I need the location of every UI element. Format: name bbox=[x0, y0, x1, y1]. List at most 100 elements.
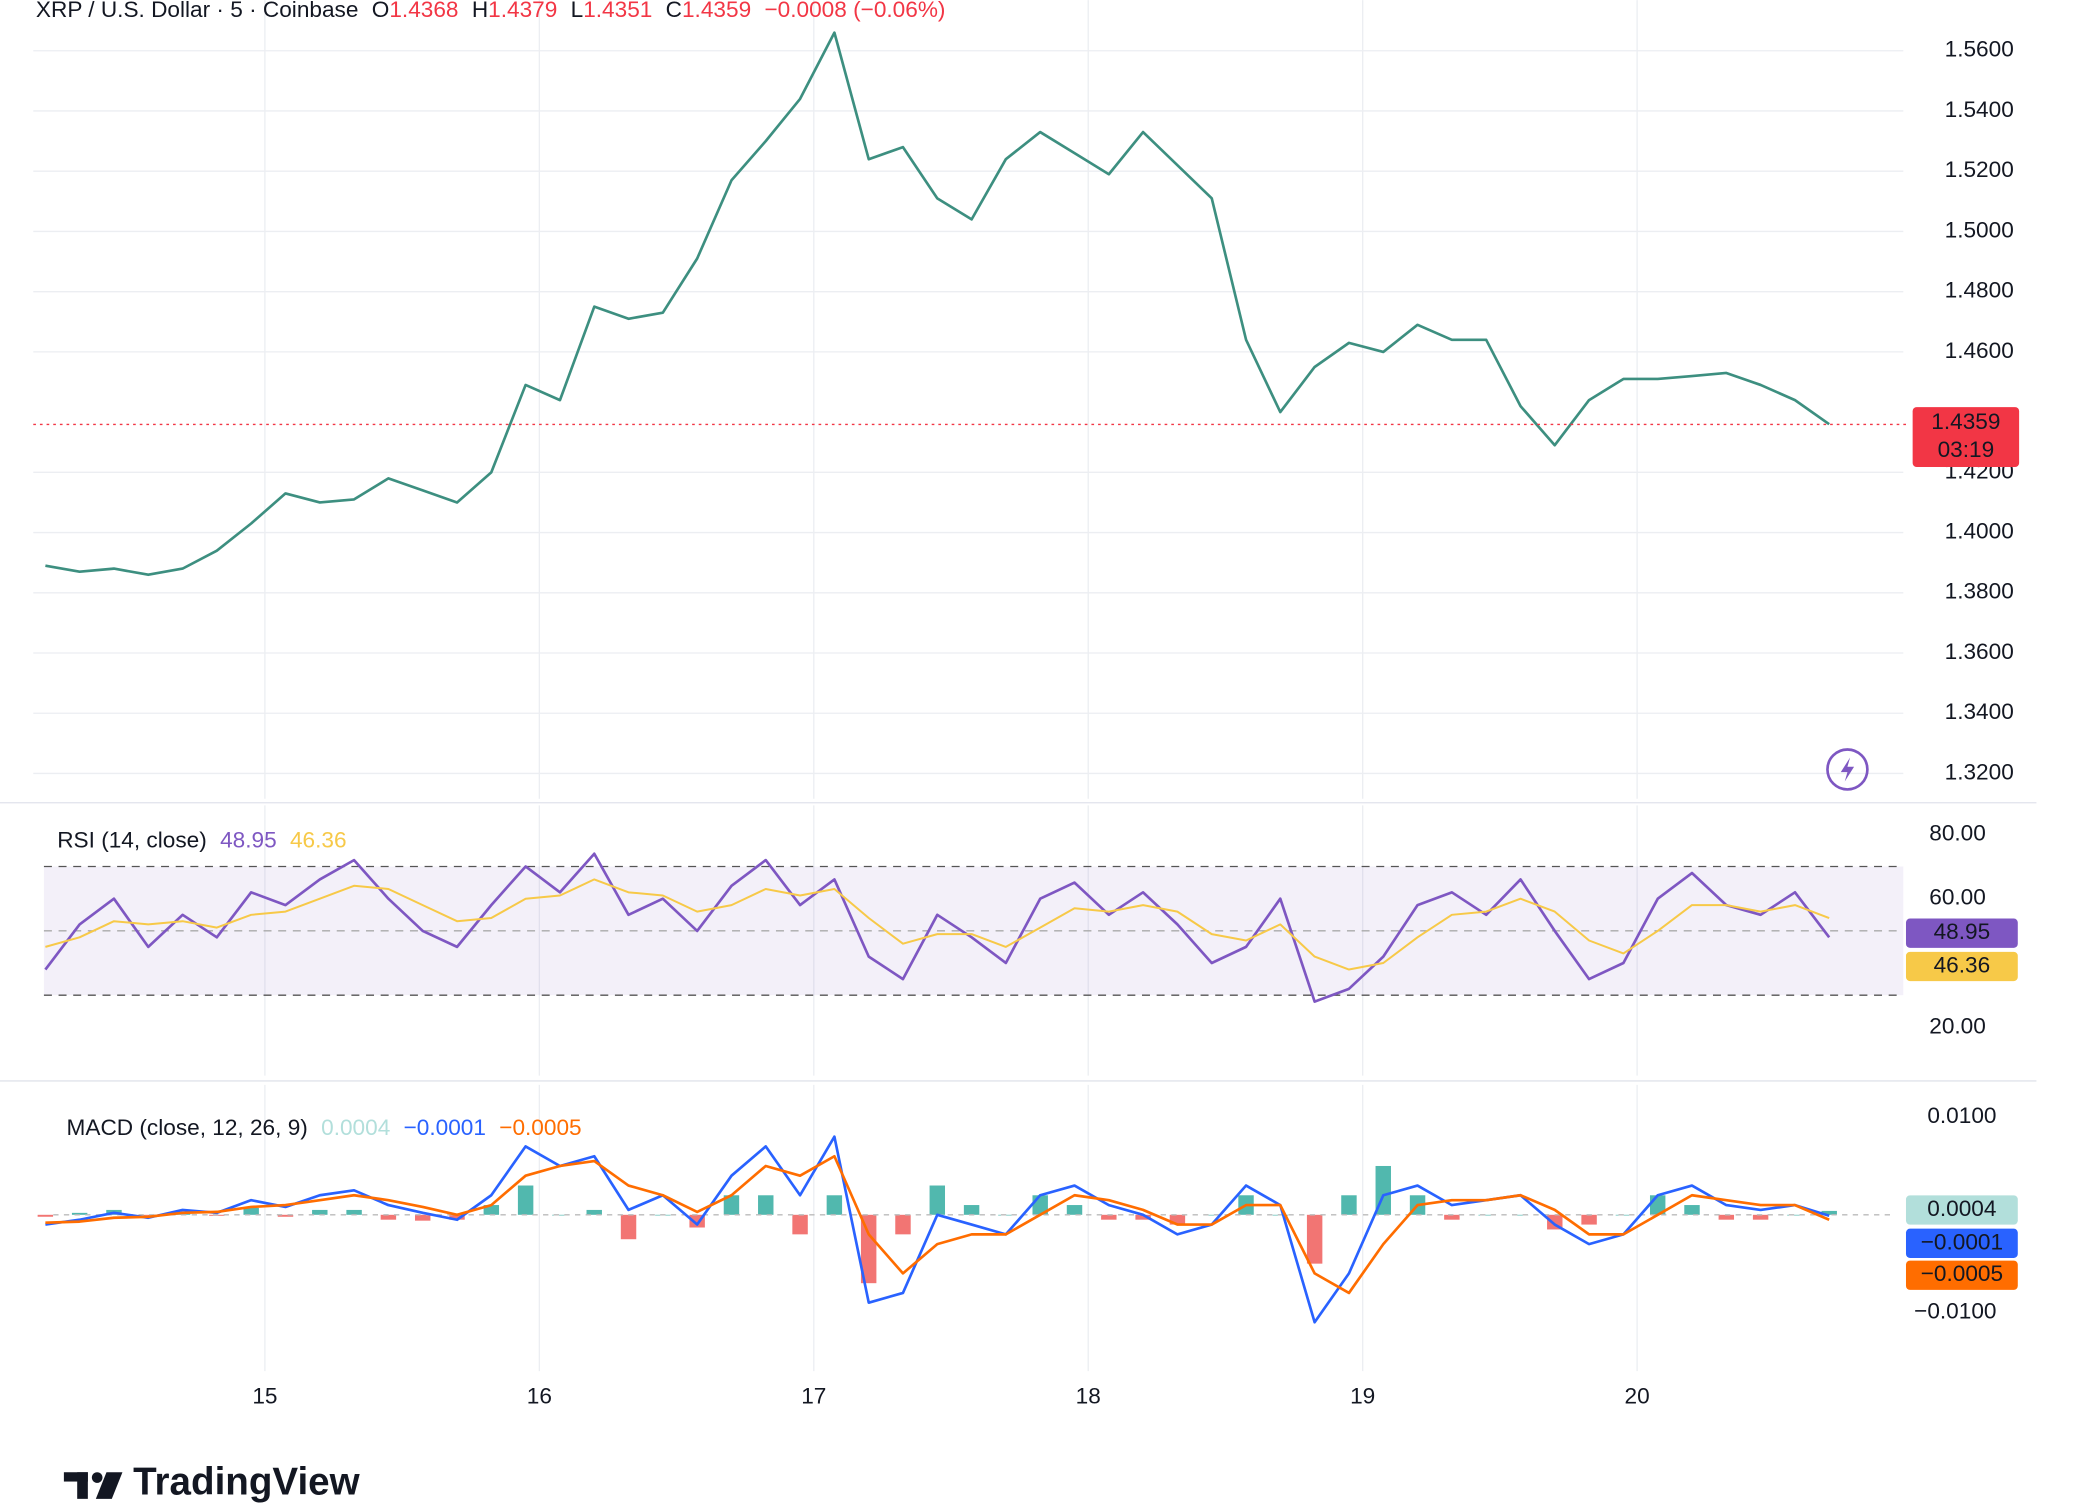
histogram-bar bbox=[929, 1185, 946, 1215]
histogram-bar bbox=[586, 1209, 602, 1215]
histogram-bar bbox=[860, 1214, 877, 1284]
histogram-bar bbox=[483, 1205, 500, 1215]
histogram-bar bbox=[895, 1214, 911, 1235]
ohlc-value: 1.4351 bbox=[583, 0, 652, 22]
y-tick-label: 20.00 bbox=[1929, 1013, 1986, 1038]
x-tick-label: 15 bbox=[252, 1384, 277, 1409]
macd-last-value: −0.0001 bbox=[1921, 1229, 2003, 1254]
histogram-bar bbox=[1444, 1214, 1460, 1220]
histogram-bar bbox=[723, 1195, 740, 1215]
y-tick-label: 1.4000 bbox=[1945, 519, 2014, 544]
histogram-bar bbox=[1684, 1205, 1700, 1215]
histogram-last-value: 0.0004 bbox=[1927, 1196, 1996, 1221]
histogram-bar bbox=[1512, 1214, 1529, 1216]
y-tick-label: 1.4800 bbox=[1945, 278, 2014, 303]
ohlc-key: O bbox=[372, 0, 390, 22]
y-tick-label: 1.3600 bbox=[1945, 639, 2014, 664]
histogram-bar bbox=[963, 1205, 980, 1215]
y-tick-label: −0.0100 bbox=[1914, 1298, 1996, 1323]
tradingview-logo[interactable]: TradingView bbox=[63, 1460, 361, 1503]
macd-line bbox=[45, 1154, 1830, 1295]
histogram-bar bbox=[792, 1214, 808, 1235]
histogram-bar bbox=[620, 1214, 637, 1240]
logo-mark bbox=[63, 1472, 88, 1482]
chart-layer: 15 16 17 18 19 20 1.3200 1.3400 1.3600 1.3800 1.40… bbox=[0, 0, 2037, 1409]
rsi-title: RSI (14, close) bbox=[57, 827, 207, 852]
rsi-line bbox=[44, 852, 1831, 1003]
price-change: −0.0008 (−0.06%) bbox=[764, 0, 945, 22]
histogram-bar bbox=[1821, 1210, 1837, 1215]
x-tick-label: 20 bbox=[1625, 1384, 1650, 1409]
x-tick-label: 19 bbox=[1350, 1384, 1375, 1409]
rsi-header: RSI (14, close) 48.95 46.36 bbox=[57, 827, 346, 852]
ohlc-key: L bbox=[571, 0, 584, 22]
logo-mark bbox=[77, 1472, 88, 1499]
x-tick-label: 17 bbox=[801, 1384, 826, 1409]
icon-bolt bbox=[1840, 757, 1855, 782]
histogram-bar bbox=[1581, 1214, 1597, 1225]
histogram-bar bbox=[1135, 1214, 1151, 1220]
x-tick-label: 16 bbox=[527, 1384, 552, 1409]
ohlc-value: 1.4359 bbox=[682, 0, 751, 22]
y-tick-label: 80.00 bbox=[1929, 820, 1986, 845]
histogram-bar bbox=[380, 1214, 397, 1220]
macd-last-value-box bbox=[1905, 1228, 2018, 1258]
histogram-bar bbox=[1204, 1214, 1220, 1216]
y-tick-label: 1.3800 bbox=[1945, 579, 2014, 604]
rsi-last-value-box bbox=[1905, 918, 2018, 948]
rsi-value: 48.95 bbox=[220, 827, 277, 852]
histogram-bar bbox=[277, 1214, 294, 1217]
histogram-bar bbox=[1718, 1214, 1735, 1220]
symbol-title: XRP / U.S. Dollar · 5 · Coinbase bbox=[36, 0, 359, 22]
histogram-bar bbox=[312, 1209, 328, 1215]
ohlc-value: 1.4368 bbox=[389, 0, 458, 22]
macd-line bbox=[45, 1135, 1830, 1324]
macd-value: −0.0005 bbox=[499, 1115, 581, 1140]
y-tick-label: 1.5400 bbox=[1945, 97, 2014, 122]
countdown-label: 03:19 bbox=[1938, 437, 1995, 462]
y-tick-label: 1.3200 bbox=[1945, 759, 2014, 784]
histogram-bar bbox=[1341, 1195, 1357, 1215]
histogram-bar bbox=[1306, 1214, 1323, 1264]
macd-last-value-box bbox=[1905, 1260, 2018, 1290]
y-tick-label: 1.5200 bbox=[1945, 157, 2014, 182]
rsi-value: 46.36 bbox=[290, 827, 347, 852]
histogram-bar bbox=[37, 1214, 54, 1217]
x-tick-label: 18 bbox=[1076, 1384, 1101, 1409]
macd-header: MACD (close, 12, 26, 9) 0.0004 −0.0001 −0.0… bbox=[67, 1115, 582, 1140]
rsi-last-value: 48.95 bbox=[1934, 919, 1991, 944]
histogram-bar bbox=[449, 1214, 465, 1220]
y-tick-label: 0.0100 bbox=[1927, 1103, 1996, 1128]
histogram-value: 0.0004 bbox=[321, 1115, 390, 1140]
ohlc-key: H bbox=[472, 0, 488, 22]
lightning-icon[interactable] bbox=[1826, 748, 1869, 791]
rsi-last-value-box bbox=[1905, 951, 2018, 982]
histogram-bar bbox=[758, 1195, 774, 1215]
histogram-bar bbox=[140, 1214, 156, 1216]
histogram-bar bbox=[346, 1209, 362, 1215]
macd-value: −0.0001 bbox=[404, 1115, 486, 1140]
histogram-bar bbox=[517, 1185, 534, 1215]
ohlc-key: C bbox=[666, 0, 682, 22]
logo-text: TradingView bbox=[133, 1460, 361, 1503]
histogram-bar bbox=[1169, 1214, 1186, 1225]
histogram-bar bbox=[1787, 1214, 1803, 1216]
histogram-bar bbox=[1101, 1214, 1117, 1220]
histogram-last-value-box bbox=[1905, 1195, 2018, 1225]
histogram-bar bbox=[414, 1214, 431, 1221]
histogram-bar bbox=[826, 1195, 843, 1215]
y-tick-label: 1.4600 bbox=[1945, 338, 2014, 363]
histogram-bar bbox=[1066, 1205, 1083, 1215]
histogram-bar bbox=[1478, 1214, 1494, 1216]
symbol-header: XRP / U.S. Dollar · 5 · Coinbase O1.4368 H… bbox=[36, 0, 946, 22]
logo-mark bbox=[91, 1472, 103, 1483]
last-price-box bbox=[1912, 407, 2020, 468]
price-line bbox=[45, 31, 1830, 577]
histogram-bar bbox=[243, 1207, 259, 1215]
macd-title: MACD (close, 12, 26, 9) bbox=[67, 1115, 308, 1140]
ohlc-value: 1.4379 bbox=[488, 0, 557, 22]
rsi-last-value: 46.36 bbox=[1934, 952, 1991, 977]
macd-last-value: −0.0005 bbox=[1921, 1261, 2003, 1286]
